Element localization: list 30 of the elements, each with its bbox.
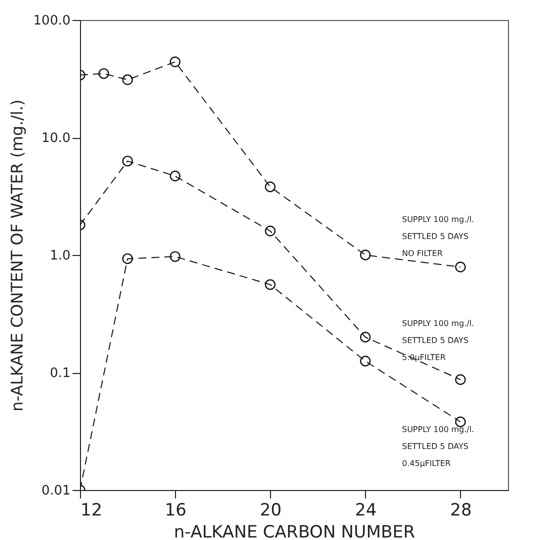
point (455, 374, 466, 385)
y-tick-label: 0.01 (42, 484, 70, 498)
point (170, 170, 180, 182)
point (122, 156, 133, 166)
point (170, 251, 180, 262)
x-tick-label: 24 (355, 500, 377, 520)
annotation: SUPPLY 100 mg./l. SETTLED 5 DAYS 5.0μFILTER (402, 319, 474, 362)
point (122, 253, 133, 264)
y-tick-label: 10.0 (42, 131, 70, 146)
point (98, 68, 110, 79)
x-tick-label: 16 (164, 500, 186, 520)
point (360, 356, 371, 366)
point (170, 56, 180, 68)
y-tick-label: 100.0 (33, 14, 70, 28)
x-tick-label: 20 (260, 500, 282, 520)
annotation: SUPPLY 100 mg./l. SETTLED 5 DAYS 0.45μFILTER (402, 425, 474, 468)
point (264, 182, 276, 192)
x-axis-title: n-ALKANE CARBON NUMBER (174, 522, 416, 540)
point (360, 332, 371, 342)
annotation: SUPPLY 100 mg./l. SETTLED 5 DAYS NO FILTER (402, 215, 474, 258)
x-tick-label: 28 (450, 500, 472, 520)
point (264, 279, 276, 290)
point (264, 226, 276, 236)
y-axis-title: n-ALKANE CONTENT OF WATER (mg./l.) (7, 99, 26, 412)
point (360, 250, 371, 260)
y-tick-label: 1.0 (50, 248, 70, 264)
point (455, 262, 466, 272)
x-tick-label: 12 (80, 500, 102, 520)
point (122, 74, 133, 86)
y-tick-label: 0.1 (50, 366, 70, 381)
